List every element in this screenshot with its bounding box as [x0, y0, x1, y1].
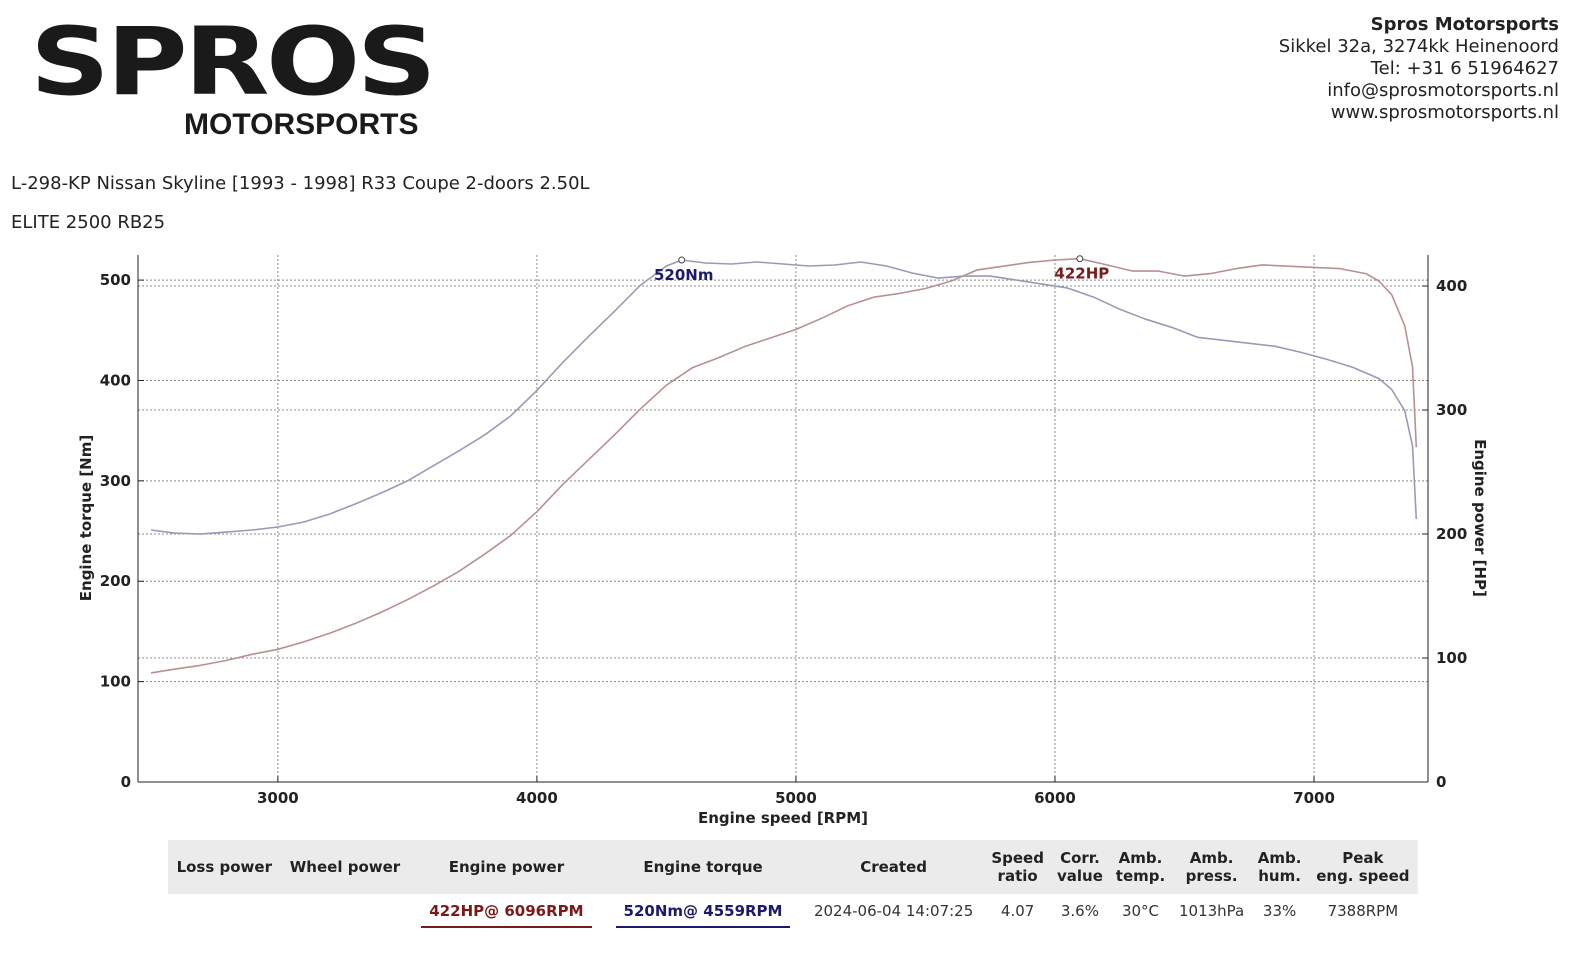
y-axis-label: Engine torque [Nm] — [77, 435, 95, 601]
y2-tick-label: 400 — [1436, 277, 1467, 295]
engine-power-value: 422HP@ 6096RPM — [409, 894, 603, 928]
results-header-line: temp. — [1115, 867, 1166, 885]
y-tick-label: 500 — [100, 271, 131, 289]
torque-series-line — [150, 259, 1418, 535]
results-header-1: Wheel power — [280, 840, 410, 894]
x-tick-label: 5000 — [775, 789, 817, 807]
company-website: www.sprosmotorsports.nl — [1330, 102, 1559, 123]
results-header-line: hum. — [1258, 867, 1301, 885]
loss-power-value — [168, 894, 281, 928]
y-tick-label: 200 — [100, 572, 131, 590]
company-phone: Tel: +31 6 51964627 — [1370, 58, 1559, 79]
engine-torque-value: 520Nm@ 4559RPM — [603, 894, 802, 928]
results-header-line: Loss power — [176, 858, 272, 876]
results-header-10: Peak eng. speed — [1307, 840, 1418, 894]
x-tick-label: 6000 — [1034, 789, 1076, 807]
results-header-7: Amb. temp. — [1109, 840, 1172, 894]
y2-tick-label: 0 — [1436, 773, 1446, 791]
amb-temp-value: 30°C — [1121, 902, 1160, 920]
y2-axis-label: Engine power [HP] — [1471, 439, 1489, 597]
engine-torque-text: 520Nm@ 4559RPM — [615, 898, 791, 928]
results-header-line: Peak — [1342, 849, 1384, 867]
x-tick-label: 7000 — [1293, 789, 1335, 807]
results-header-2: Engine power — [409, 840, 604, 894]
y2-tick-label: 300 — [1436, 401, 1467, 419]
y2-tick-label: 200 — [1436, 525, 1467, 543]
results-header-line: Engine torque — [643, 858, 763, 876]
x-tick-label: 3000 — [257, 789, 299, 807]
y-tick-label: 0 — [121, 773, 131, 791]
results-header-8: Amb. press. — [1171, 840, 1252, 894]
chart-grid — [138, 255, 1428, 782]
results-values-row: 422HP@ 6096RPM 520Nm@ 4559RPM 2024-06-04… — [168, 894, 1418, 928]
y2-tick-label: 100 — [1436, 649, 1467, 667]
results-header-5: Speed ratio — [984, 840, 1051, 894]
company-email: info@sprosmotorsports.nl — [1327, 80, 1559, 101]
chart-annotations: 520Nm 422HP — [654, 255, 1109, 284]
results-header-6: Corr. value — [1050, 840, 1110, 894]
chart-axes: 3000 4000 5000 6000 700001002003004005000100… — [100, 255, 1467, 807]
results-header-line: Created — [860, 858, 927, 876]
company-name: Spros Motorsports — [1370, 14, 1559, 35]
results-header-line: Amb. — [1257, 849, 1302, 867]
y-tick-label: 400 — [100, 371, 131, 389]
company-address: Spros Motorsports Sikkel 32a, 3274kk Hei… — [1279, 14, 1559, 124]
x-tick-label: 4000 — [516, 789, 558, 807]
results-header-line: Wheel power — [289, 858, 401, 876]
wheel-power-value — [281, 894, 410, 928]
peak-marker — [1076, 255, 1084, 263]
results-header-4: Created — [802, 840, 985, 894]
amb-hum-value: 33% — [1262, 902, 1297, 920]
x-axis-label: Engine speed [RPM] — [698, 809, 868, 827]
results-header-line: Amb. — [1189, 849, 1234, 867]
peak-power-label: 422HP — [1054, 265, 1109, 283]
results-header-line: ratio — [997, 867, 1038, 885]
vehicle-title: L-298-KP Nissan Skyline [1993 - 1998] R3… — [11, 173, 590, 194]
engine-title: ELITE 2500 RB25 — [11, 212, 166, 233]
chart-series — [150, 257, 1418, 674]
logo-wordmark: SPROS — [30, 8, 437, 117]
logo-subtitle: MOTORSPORTS — [184, 108, 419, 141]
results-header-0: Loss power — [168, 840, 281, 894]
results-header-line: Speed — [991, 849, 1044, 867]
peak-speed-value: 7388RPM — [1327, 902, 1399, 920]
results-header-line: press. — [1185, 867, 1238, 885]
results-header-line: Amb. — [1118, 849, 1163, 867]
company-street: Sikkel 32a, 3274kk Heinenoord — [1278, 36, 1559, 57]
results-header-row: Loss power Wheel power Engine power Engine … — [168, 840, 1418, 894]
results-header-line: eng. speed — [1316, 867, 1410, 885]
power-series-line — [150, 257, 1418, 674]
amb-press-value: 1013hPa — [1178, 902, 1245, 920]
created-value: 2024-06-04 14:07:25 — [813, 902, 974, 920]
engine-power-text: 422HP@ 6096RPM — [421, 898, 592, 928]
results-header-line: Engine power — [448, 858, 565, 876]
peak-torque-label: 520Nm — [654, 266, 714, 284]
speed-ratio-value: 4.07 — [1000, 902, 1035, 920]
y-tick-label: 100 — [100, 673, 131, 691]
results-header-line: Corr. — [1060, 849, 1100, 867]
spros-logo: SPROS MOTORSPORTS — [30, 16, 437, 142]
results-header-9: Amb. hum. — [1251, 840, 1308, 894]
results-header-line: value — [1056, 867, 1103, 885]
results-header-3: Engine torque — [603, 840, 803, 894]
y-tick-label: 300 — [100, 472, 131, 490]
peak-marker — [678, 256, 686, 264]
dyno-chart: 3000 4000 5000 6000 700001002003004005000100… — [77, 255, 1489, 827]
corr-value: 3.6% — [1060, 902, 1099, 920]
results-table: Loss power Wheel power Engine power Engine … — [168, 840, 1418, 928]
